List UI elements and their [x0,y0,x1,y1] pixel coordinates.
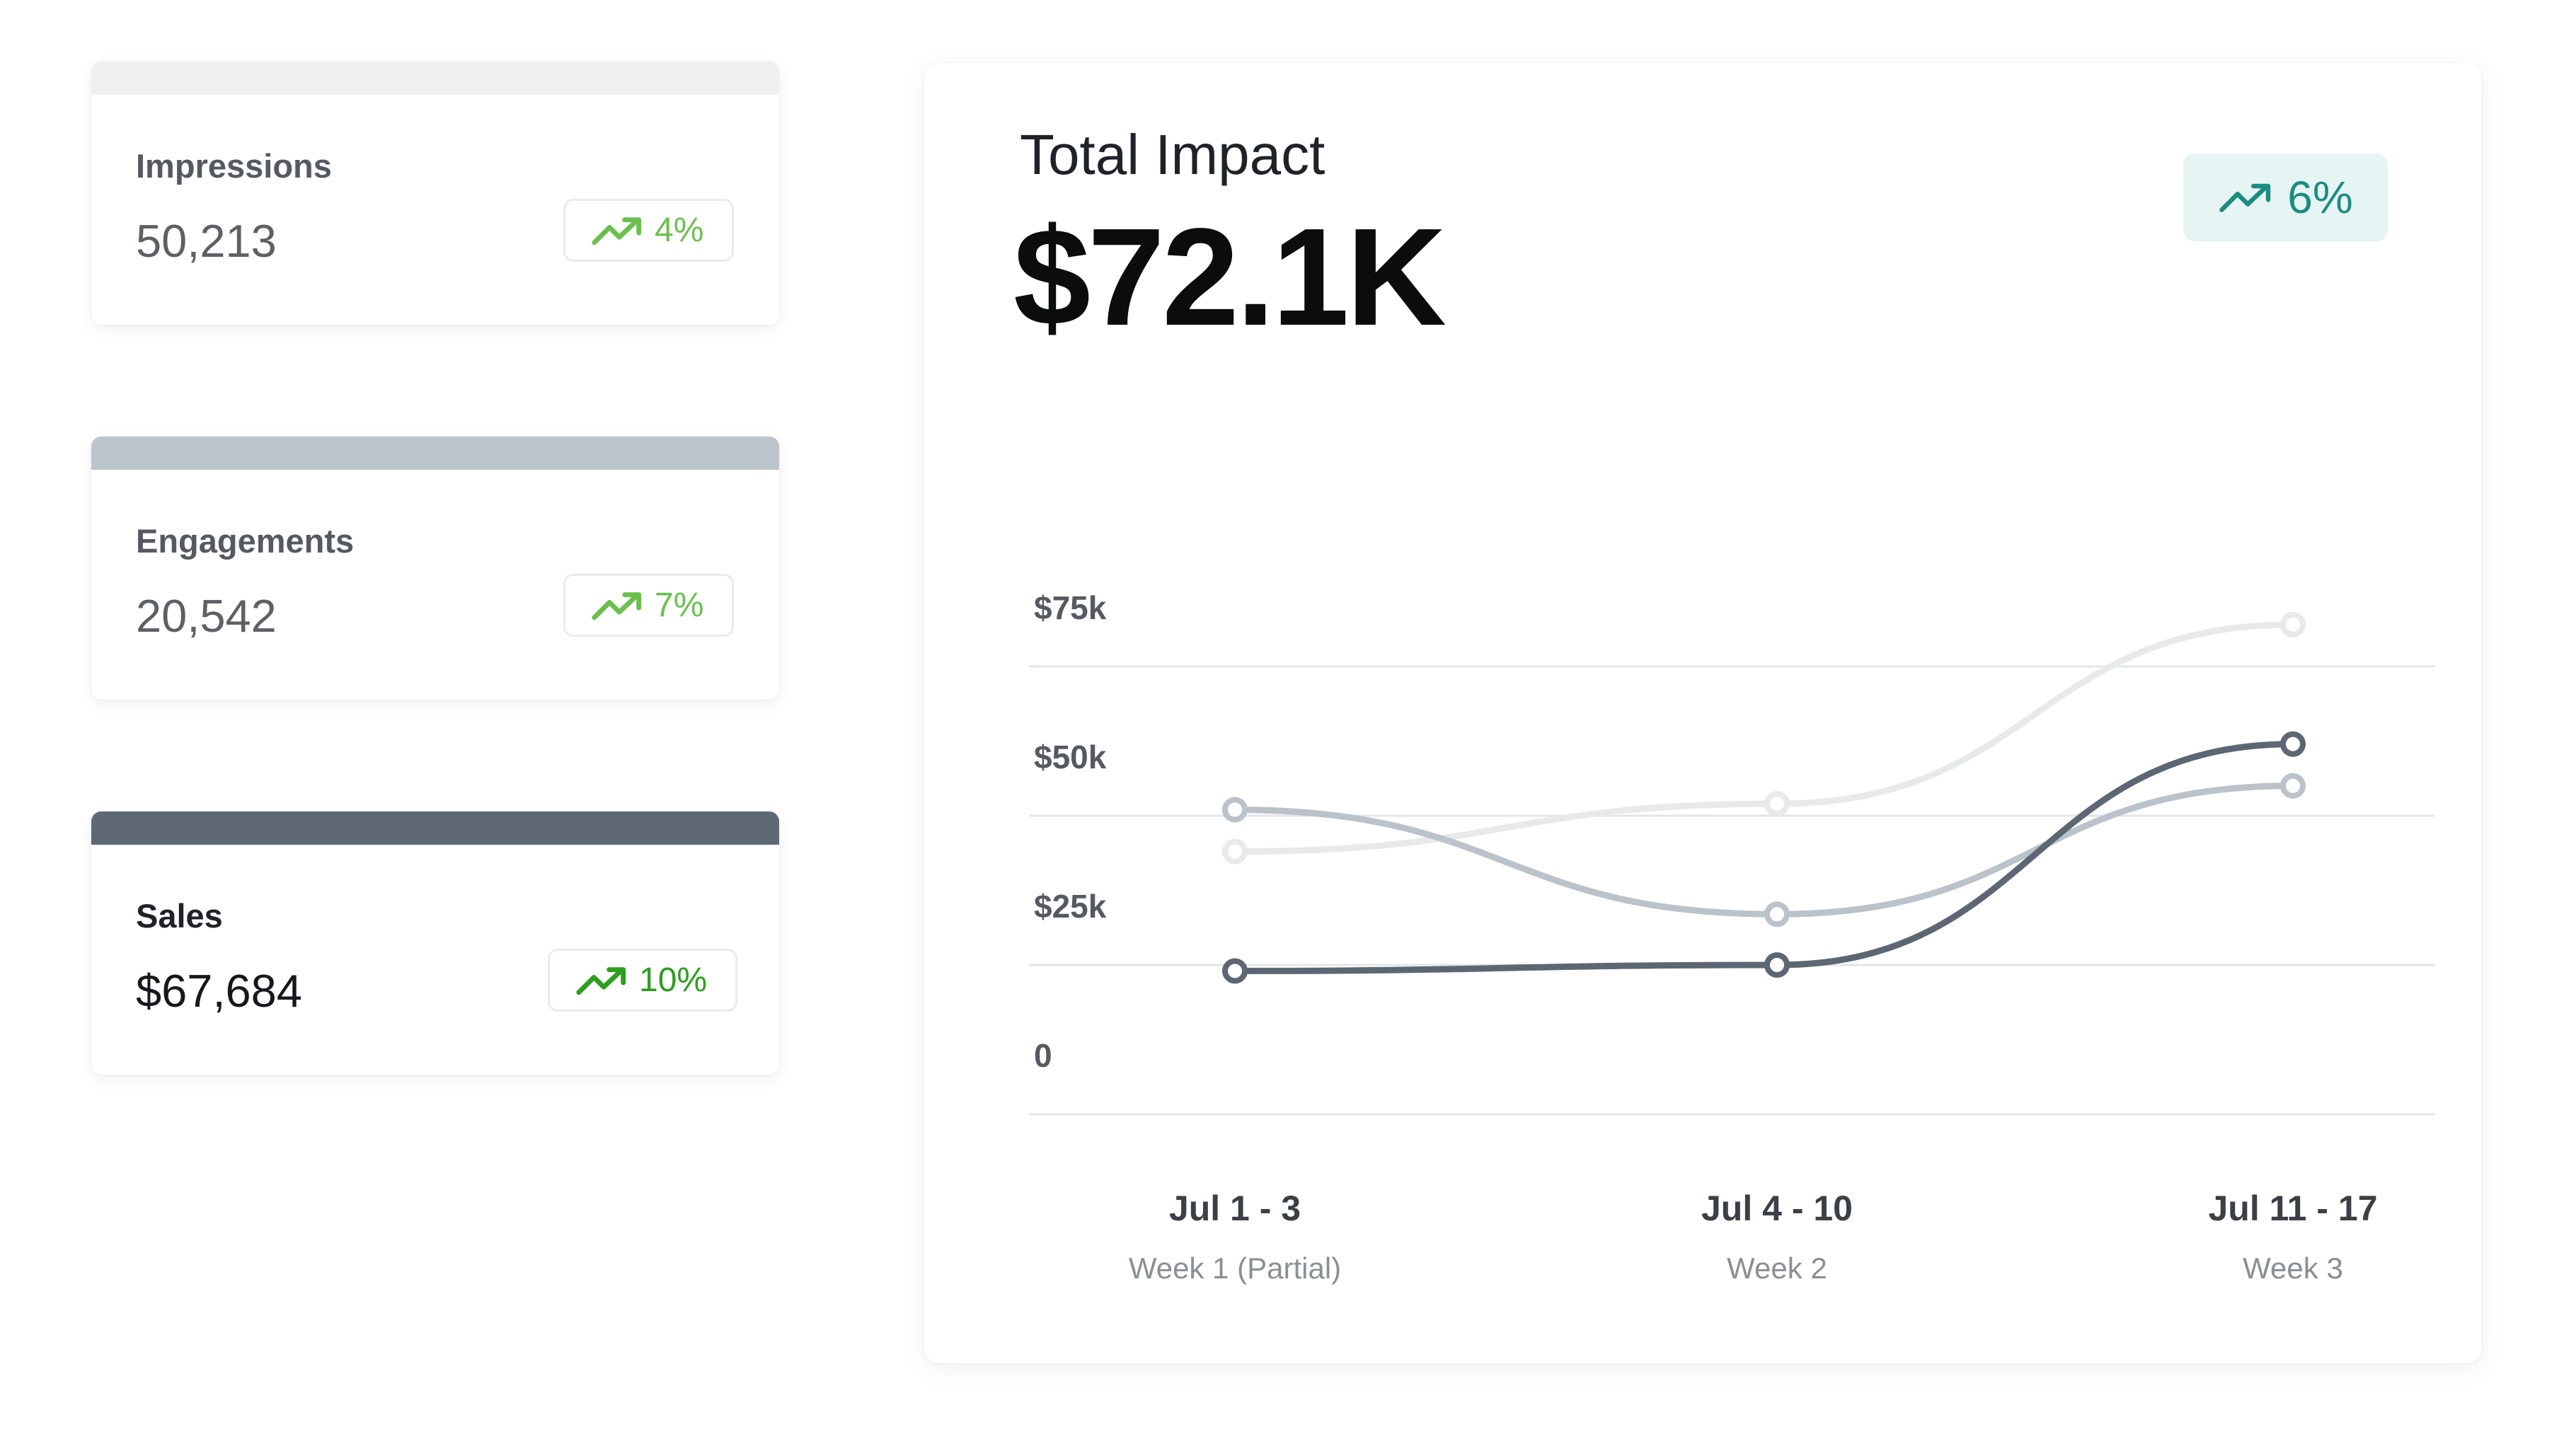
stat-value: 20,542 [136,590,277,642]
data-point [1764,901,1790,927]
y-tick-label: $75k [1034,589,1107,626]
stat-value: 50,213 [136,215,277,267]
trend-percent: 4% [655,212,704,249]
trending-up-icon [2219,183,2271,212]
x-tick-sublabel: Week 1 (Partial) [1129,1251,1341,1285]
card-accent-bar [91,62,779,95]
series-line [1231,741,2296,974]
total-value: $72.1K [1013,200,1447,354]
trending-up-icon [592,216,642,245]
stat-label: Engagements [136,522,355,560]
stat-card-engagements: Engagements 20,542 7% [91,437,779,700]
trending-up-icon [592,591,642,620]
card-accent-bar [91,437,779,470]
change-badge: 6% [2183,154,2388,241]
y-tick-label: 0 [1034,1037,1052,1074]
trend-percent: 10% [639,961,708,999]
data-point [2280,611,2306,637]
data-point [1764,791,1790,817]
stat-value: $67,684 [136,965,302,1017]
data-point [1222,797,1248,823]
trend-badge: 4% [563,199,735,262]
stat-card-impressions: Impressions 50,213 4% [91,62,779,325]
x-tick-label: Jul 4 - 10 [1701,1189,1853,1228]
data-point [1222,958,1248,984]
line-chart: 0 $25k $50k $75k Jul 1 - 3 Week 1 (Partial) Ju… [1029,589,2434,1285]
trending-up-icon [576,966,626,995]
card-accent-bar [91,811,779,845]
data-point [2280,773,2306,799]
x-tick-label: Jul 11 - 17 [2208,1189,2377,1228]
stat-label: Sales [136,897,223,935]
series-line [1231,621,2296,855]
trend-percent: 7% [655,586,704,624]
trend-badge: 10% [548,949,738,1012]
trend-badge: 7% [563,574,735,637]
data-point [1764,952,1790,978]
y-tick-label: $25k [1034,888,1107,925]
y-tick-label: $50k [1034,739,1107,775]
total-impact-card: Total Impact $72.1K 6% 0 $25k $50k $75k Jul … [924,63,2481,1363]
stat-card-sales: Sales $67,684 10% [91,811,779,1075]
x-tick-label: Jul 1 - 3 [1169,1189,1301,1228]
stat-label: Impressions [136,147,332,185]
data-point [2280,731,2306,757]
card-title: Total Impact [1020,123,1326,186]
change-percent: 6% [2287,172,2353,223]
x-tick-sublabel: Week 2 [1727,1251,1827,1285]
data-point [1222,838,1248,865]
x-tick-sublabel: Week 3 [2243,1251,2343,1285]
